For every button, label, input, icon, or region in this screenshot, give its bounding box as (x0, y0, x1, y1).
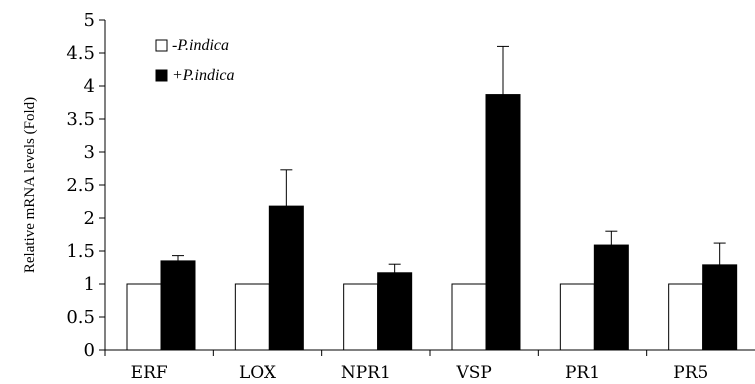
y-ticks-group: 0 0.5 1 1.5 2 2.5 3 3.5 4 4.5 5 (66, 10, 105, 361)
bar-plus-lox (268, 205, 304, 351)
bar-minus-pr1 (559, 283, 595, 351)
y-tick-label: 3 (84, 142, 95, 163)
y-tick-label: 0 (84, 340, 95, 361)
y-tick-label: 3.5 (66, 109, 95, 130)
bar-plus-npr1 (377, 272, 413, 351)
x-category-label: LOX (239, 363, 277, 383)
bar-plus-pr1 (593, 244, 629, 351)
legend-label-plus: +P.indica (172, 67, 235, 84)
y-tick-label: 1 (84, 274, 95, 295)
legend-swatch-minus (155, 39, 168, 52)
y-axis-label: Relative mRNA levels (Fold) (22, 97, 38, 273)
y-tick-label: 4 (84, 76, 95, 97)
legend: -P.indica +P.indica (155, 37, 235, 84)
y-tick-label: 5 (84, 10, 95, 31)
y-tick-label: 2 (84, 208, 95, 229)
y-tick-label: 4.5 (66, 43, 95, 64)
bar-minus-erf (126, 283, 162, 351)
error-bars-group (172, 45, 726, 273)
legend-swatch-plus (155, 69, 168, 82)
x-category-label: VSP (455, 363, 491, 383)
bars-group (126, 94, 738, 351)
x-category-label: PR1 (565, 363, 600, 383)
y-tick-label: 2.5 (66, 175, 95, 196)
bar-minus-npr1 (343, 283, 379, 351)
bar-minus-pr5 (668, 283, 704, 351)
bar-minus-vsp (451, 283, 487, 351)
x-labels-group: ERF LOX NPR1 VSP PR1 PR5 (104, 350, 708, 383)
x-category-label: PR5 (673, 363, 708, 383)
bar-minus-lox (234, 283, 270, 351)
legend-label-minus: -P.indica (172, 37, 229, 54)
bar-plus-vsp (485, 94, 521, 351)
bar-plus-pr5 (702, 264, 738, 351)
x-category-label: NPR1 (341, 363, 391, 383)
y-tick-label: 1.5 (66, 241, 95, 262)
bar-plus-erf (160, 260, 196, 351)
y-tick-label: 0.5 (66, 307, 95, 328)
x-category-label: ERF (131, 363, 168, 383)
